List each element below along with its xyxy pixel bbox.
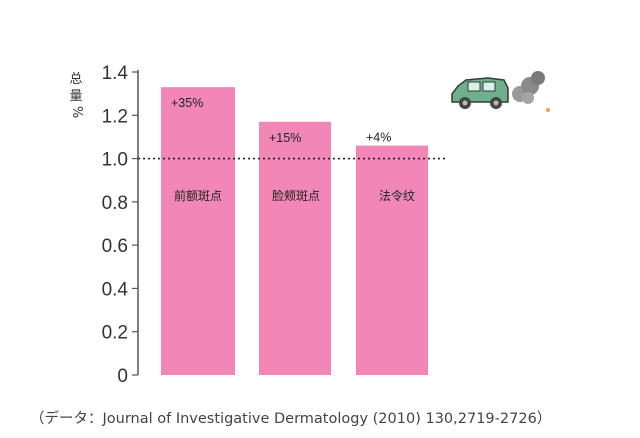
y-axis-label-percent: %: [69, 106, 84, 118]
y-tick-label: 1.4: [102, 63, 129, 84]
y-tick-label: 0.8: [102, 193, 128, 214]
y-tick-label: 0.6: [102, 236, 128, 257]
bar-annotation: +15%: [269, 131, 301, 145]
bar: [161, 87, 235, 376]
bar-category-label: 脸颊斑点: [272, 189, 320, 203]
y-tick-label: 0.2: [102, 323, 128, 344]
source-citation: （データ：Journal of Investigative Dermatolog…: [30, 411, 552, 427]
y-tick-label: 0: [117, 366, 128, 387]
bar-chart: 00.20.40.60.81.01.21.4 +35%前额斑点+15%脸颊斑点+…: [69, 63, 550, 387]
y-tick-label: 0.4: [102, 279, 129, 300]
bar-category-label: 法令纹: [379, 188, 415, 203]
car-exhaust-icon: [451, 71, 550, 112]
y-tick-label: 1.0: [102, 150, 128, 171]
bars: +35% 前额斑点 +15% 脸颊斑点 +4% 法令纹: [161, 87, 428, 376]
bar-annotation: +4%: [366, 131, 391, 145]
y-tick-label: 1.2: [102, 106, 128, 127]
bar-category-label: 前额斑点: [174, 188, 222, 203]
bar: [356, 145, 428, 375]
y-axis-label-part1: 总: [69, 72, 82, 87]
axes: 0 0.2 0.4 0.6 0.8 1.0 1.2 1.4: [102, 63, 139, 387]
bar-annotation: +35%: [171, 96, 203, 110]
y-axis-label-part2: 量: [69, 89, 82, 104]
bar: [259, 121, 331, 376]
